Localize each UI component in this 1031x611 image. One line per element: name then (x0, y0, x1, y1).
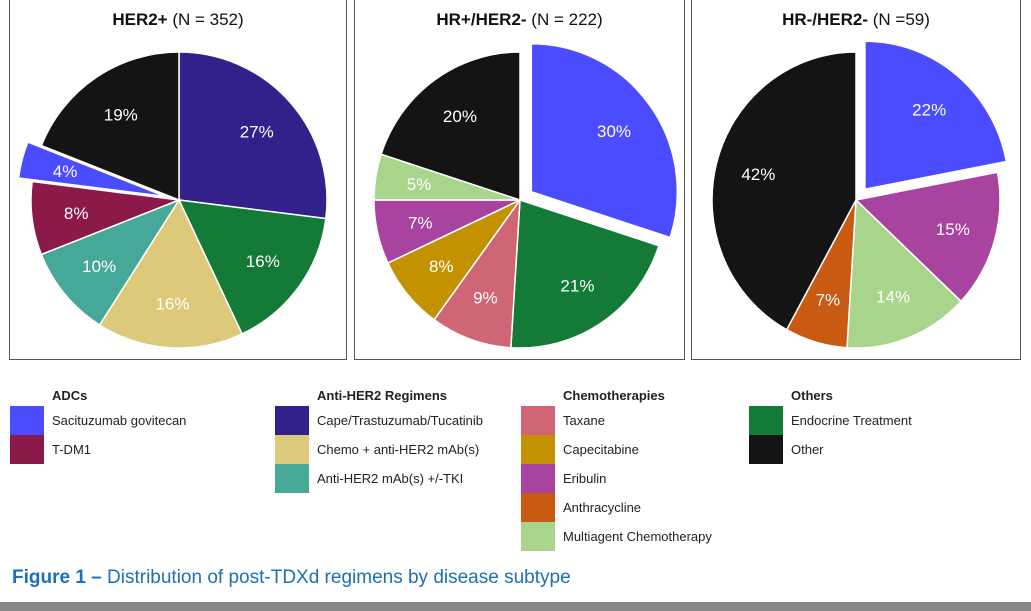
legend-label: Multiagent Chemotherapy (563, 529, 712, 544)
data-label: 20% (443, 107, 477, 126)
data-label: 9% (473, 288, 498, 307)
pie-chart-her2pos: 27% 16% 16% 10% 8% 4% 19% (17, 51, 328, 349)
legend-item: Capecitabine (521, 435, 712, 464)
legend-heading: ADCs (52, 388, 88, 403)
legend-item: Multiagent Chemotherapy (521, 522, 712, 551)
data-label: 15% (936, 220, 970, 239)
pie-slice (846, 198, 963, 349)
data-label: 27% (240, 122, 274, 141)
data-label: 7% (408, 214, 433, 233)
legend-swatch (275, 406, 309, 435)
data-label: 8% (429, 257, 454, 276)
legend-label: Other (791, 442, 824, 457)
data-label: 16% (155, 294, 189, 313)
legend-item: Anti-HER2 mAb(s) +/-TKI (275, 464, 483, 493)
legend-label: Capecitabine (563, 442, 639, 457)
pie-panel-hrneg-her2neg: HR-/HER2- (N =59) 22% 15% 14% 7% 42% (691, 0, 1021, 360)
legend-item: T-DM1 (10, 435, 186, 464)
legend-item: Taxane (521, 406, 712, 435)
legend-group: Anti-HER2 Regimens Cape/Trastuzumab/Tucat… (275, 386, 483, 493)
legend-item: Anthracycline (521, 493, 712, 522)
legend-group: ADCs Sacituzumab govitecan T-DM1 (10, 386, 186, 464)
legend-item: Cape/Trastuzumab/Tucatinib (275, 406, 483, 435)
legend-swatch (275, 464, 309, 493)
legend-swatch (521, 406, 555, 435)
legend-heading: Anti-HER2 Regimens (317, 388, 448, 403)
pie-slice (380, 51, 521, 202)
bottom-bar (0, 602, 1031, 611)
legend-heading: Chemotherapies (563, 388, 665, 403)
legend-group: Chemotherapies Taxane Capecitabine Eribulin… (521, 386, 712, 551)
data-label: 16% (246, 252, 280, 271)
data-label: 21% (560, 277, 594, 296)
pie-slice (98, 198, 244, 349)
pie-slice (177, 199, 327, 335)
pie-slice (40, 51, 180, 202)
legend-swatch (521, 522, 555, 551)
legend-item: Chemo + anti-HER2 mAb(s) (275, 435, 483, 464)
legend-label: Eribulin (563, 471, 607, 486)
pie-slice (864, 40, 1008, 191)
data-label: 14% (876, 287, 910, 306)
legend-label: Anthracycline (563, 500, 642, 515)
pie-slice (17, 141, 166, 198)
pie-panel-her2pos: HER2+ (N = 352) 27% 16% 16% 10% 8% 4% 19% (9, 0, 347, 360)
legend-item: Eribulin (521, 464, 712, 493)
legend-swatch (521, 435, 555, 464)
pie-slice (30, 180, 180, 256)
legend-label: Anti-HER2 mAb(s) +/-TKI (317, 471, 464, 486)
legend-label: T-DM1 (52, 442, 91, 457)
legend-group: Others Endocrine Treatment Other (749, 386, 912, 464)
pie-slice (433, 197, 521, 349)
pie-slice (510, 198, 660, 349)
data-label: 5% (407, 175, 432, 194)
pie-slice (178, 51, 328, 220)
legend-label: Cape/Trastuzumab/Tucatinib (317, 413, 483, 428)
legend-swatch (521, 493, 555, 522)
pie-slice (711, 51, 857, 331)
data-label: 4% (53, 162, 78, 181)
legend-swatch (749, 406, 783, 435)
pie-slice (40, 198, 181, 326)
data-label: 30% (597, 122, 631, 141)
legend-heading: Others (791, 388, 833, 403)
data-label: 8% (64, 204, 89, 223)
data-label: 7% (816, 290, 841, 309)
data-label: 19% (104, 105, 138, 124)
data-label: 10% (82, 257, 116, 276)
pie-slice (854, 171, 1001, 303)
data-label: 42% (741, 165, 775, 184)
legend-item: Other (749, 435, 912, 464)
legend-swatch (10, 435, 44, 464)
pie-slice (530, 43, 679, 239)
legend-label: Sacituzumab govitecan (52, 413, 187, 428)
legend-swatch (521, 464, 555, 493)
pie-chart-hrneg-her2neg: 22% 15% 14% 7% 42% (711, 40, 1008, 349)
figure-caption: Figure 1 – Distribution of post-TDXd reg… (12, 567, 571, 588)
pie-chart-hrpos-her2neg: 30% 21% 9% 8% 7% 5% 20% (373, 43, 679, 349)
legend-swatch (749, 435, 783, 464)
pie-title: HR+/HER2- (N = 222) (436, 10, 603, 29)
legend-label: Taxane (563, 413, 605, 428)
legend-label: Chemo + anti-HER2 mAb(s) (317, 442, 480, 457)
legend-item: Endocrine Treatment (749, 406, 912, 435)
legend-swatch (10, 406, 44, 435)
legend-item: Sacituzumab govitecan (10, 406, 186, 435)
legend-label: Endocrine Treatment (791, 413, 912, 428)
pie-title: HER2+ (N = 352) (112, 10, 244, 29)
legend-swatch (275, 435, 309, 464)
pie-panel-hrpos-her2neg: HR+/HER2- (N = 222) 30% 21% 9% 8% 7% 5% 20% (354, 0, 685, 360)
data-label: 22% (912, 100, 946, 119)
pie-title: HR-/HER2- (N =59) (782, 10, 930, 29)
